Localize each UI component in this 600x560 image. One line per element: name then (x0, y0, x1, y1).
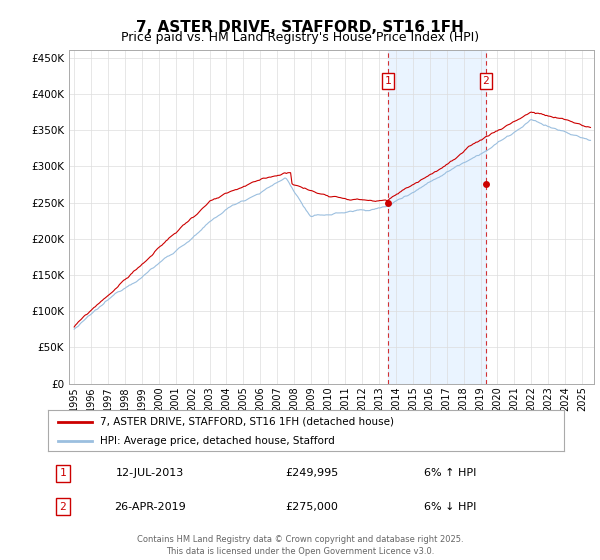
Text: 6% ↓ HPI: 6% ↓ HPI (424, 502, 476, 512)
Text: 1: 1 (59, 468, 67, 478)
Text: 7, ASTER DRIVE, STAFFORD, ST16 1FH: 7, ASTER DRIVE, STAFFORD, ST16 1FH (136, 20, 464, 35)
Text: 12-JUL-2013: 12-JUL-2013 (116, 468, 184, 478)
Text: 2: 2 (59, 502, 67, 512)
Text: 1: 1 (385, 76, 391, 86)
Text: Contains HM Land Registry data © Crown copyright and database right 2025.
This d: Contains HM Land Registry data © Crown c… (137, 535, 463, 556)
Text: 2: 2 (482, 76, 490, 86)
Text: 7, ASTER DRIVE, STAFFORD, ST16 1FH (detached house): 7, ASTER DRIVE, STAFFORD, ST16 1FH (deta… (100, 417, 394, 427)
Text: £249,995: £249,995 (286, 468, 338, 478)
Bar (388, 50, 486, 384)
Text: £275,000: £275,000 (286, 502, 338, 512)
Text: HPI: Average price, detached house, Stafford: HPI: Average price, detached house, Staf… (100, 436, 334, 446)
Text: 6% ↑ HPI: 6% ↑ HPI (424, 468, 476, 478)
Text: Price paid vs. HM Land Registry's House Price Index (HPI): Price paid vs. HM Land Registry's House … (121, 31, 479, 44)
Text: 26-APR-2019: 26-APR-2019 (114, 502, 186, 512)
